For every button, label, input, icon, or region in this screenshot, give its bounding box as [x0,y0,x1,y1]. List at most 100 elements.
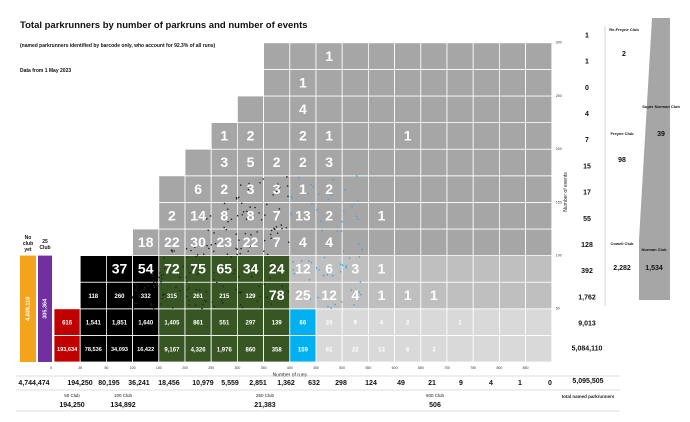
cell-r9-c14 [420,95,448,124]
cell-r11-c15 [446,42,474,70]
runner-point [236,214,239,217]
cell-r10-c18 [525,69,553,97]
runner-point [238,239,240,241]
runner-point [334,303,336,306]
runner-point [151,273,153,276]
cell-r4-c13 [394,228,422,257]
cell-r3-c15 [446,255,474,283]
runner-point [205,291,208,293]
runner-point [263,283,266,285]
runner-point [244,232,247,235]
y-axis-label: Number of events [563,172,569,212]
row-total-2: 1,762 [578,294,596,301]
runner-point [188,299,190,301]
cell-r1-c16 [472,308,500,336]
cell-value-r1-c1: 1,541 [86,321,102,327]
runner-point [171,250,174,253]
cell-value-r4-c9: 4 [299,234,307,250]
cell-r3-c12 [367,255,395,283]
runner-point [145,282,147,285]
x-tick-150: 150 [156,366,162,370]
x-tick-450: 450 [313,366,319,370]
cell-r7-c5 [184,148,212,177]
runner-point [186,256,188,259]
x-tick-750: 750 [470,366,476,370]
runner-point [361,248,363,251]
cell-value-r3-c4: 72 [164,261,180,277]
row-total-10: 0 [585,85,589,92]
runner-point [249,206,251,208]
cell-r7-c15 [446,148,474,177]
row-total-6: 17 [583,190,591,197]
club-250-value: 21,383 [254,402,276,409]
cell-value-r1-c7: 297 [245,321,256,327]
cell-r0-c15 [446,334,474,363]
cell-r3-c17 [498,255,526,283]
cell-r11-c17 [498,42,526,70]
cell-r0-c8 [263,334,291,363]
cell-value-r0-c7: 860 [245,347,256,353]
cell-r10-c9 [289,69,317,97]
cell-r4-c17 [498,228,526,257]
cell-value-r0-c14: 3 [432,347,436,353]
column-total-3: 36,241 [128,380,150,387]
cell-r6-c15 [446,175,474,203]
runner-point [208,247,210,250]
runner-point [161,277,163,280]
cell-r10-c10 [315,69,343,97]
cell-value-r4-c7: 22 [243,234,259,250]
runner-point [266,296,268,299]
runner-point [168,295,170,297]
runner-point [233,269,236,271]
x-tick-600: 600 [392,366,398,370]
cell-r3-c14 [420,255,448,283]
runner-point [318,193,320,195]
runner-point [343,210,345,212]
runner-point [291,197,294,200]
runner-point [196,273,199,276]
runner-point [323,256,326,259]
runner-point [345,266,348,269]
cell-r9-c17 [498,95,526,124]
cell-value-r3-c3: 54 [138,261,154,277]
runner-point [152,275,154,278]
cell-value-r0-c0: 193,634 [57,347,78,353]
row-total-4: 128 [581,242,593,249]
runner-point [316,208,318,211]
runner-point [351,205,353,208]
cell-r0-c16 [472,334,500,363]
runner-point [290,196,292,198]
runner-point [326,273,329,276]
cell-value-r2-c11: 4 [351,287,359,303]
runner-point [189,271,191,274]
row-total-9: 4 [585,111,589,118]
cell-r4-c11 [341,228,369,257]
runner-point [242,211,245,213]
runner-point [273,227,275,230]
runner-point [185,295,188,298]
cell-r11-c16 [472,42,500,70]
runner-point [175,264,178,266]
x-axis-label: Number of runs [273,372,308,378]
runner-point [160,275,163,277]
cell-r8-c7 [236,122,264,150]
row-total-7: 15 [583,163,591,170]
runner-point [260,218,263,221]
runner-point [194,246,196,249]
cell-r2-c13 [394,281,422,310]
runner-point [330,307,332,309]
column-total-16: 1 [518,380,522,387]
runner-point [353,303,355,306]
runner-point [156,283,158,286]
cell-value-r0-c12: 13 [378,347,385,353]
y-tick-150: 150 [556,200,562,204]
x-tick-25: 25 [78,366,82,370]
cell-r6-c14 [420,175,448,203]
runner-point [246,210,248,213]
runner-point [260,306,262,309]
cell-r7-c14 [420,148,448,177]
cell-value-r1-c2: 1,851 [112,321,128,327]
cell-value-r2-c1: 118 [88,294,98,300]
cell-r9-c13 [394,95,422,124]
runner-point [137,285,140,287]
